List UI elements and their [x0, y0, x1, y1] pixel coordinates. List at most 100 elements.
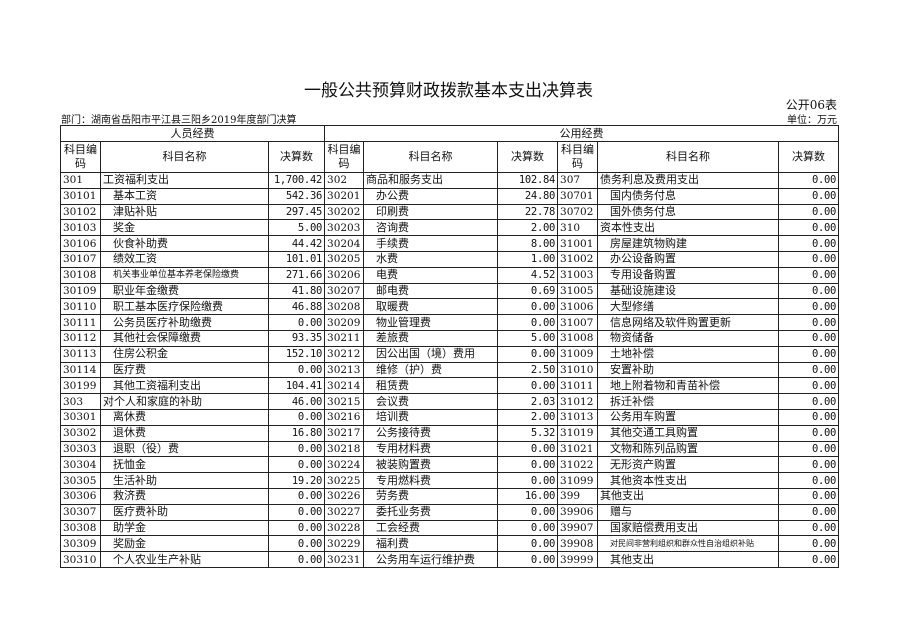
cell-amount: 0.00	[778, 187, 840, 205]
page-title: 一般公共预算财政拨款基本支出决算表	[304, 81, 593, 101]
group-public: 公用经费	[324, 125, 840, 142]
cell-code: 30702	[557, 203, 599, 221]
cell-name: 印刷费	[363, 203, 499, 221]
cell-code: 30211	[324, 329, 365, 347]
cell-code: 30209	[324, 314, 365, 331]
cell-name: 咨询费	[363, 219, 499, 237]
cell-name: 奖励金	[100, 535, 269, 553]
cell-name: 离休费	[100, 408, 269, 426]
cell-code: 30205	[324, 250, 365, 268]
cell-amount: 0.00	[497, 314, 559, 331]
cell-amount: 542.36	[267, 187, 326, 205]
table-row: 30109 职业年金缴费 41.80 30207 邮电费 0.69 31005 基础设施建设 0…	[60, 282, 840, 300]
cell-name: 电费	[363, 266, 499, 284]
cell-amount: 0.00	[778, 377, 840, 395]
table-row: 30107 绩效工资 101.01 30205 水费 1.00 31002 办公设备购置 0.0…	[60, 250, 840, 268]
cell-amount: 0.00	[267, 440, 326, 458]
header-name: 科目名称	[597, 141, 780, 173]
cell-code: 399	[557, 487, 599, 505]
cell-name: 医疗费补助	[100, 503, 269, 521]
table-row: 30308 助学金 0.00 30228 工会经费 0.00 39907 国家赔偿费用支出 0.…	[60, 519, 840, 537]
cell-name: 奖金	[100, 219, 269, 237]
cell-name: 租赁费	[363, 377, 499, 395]
table-row: 30306 救济费 0.00 30226 劳务费 16.00 399 其他支出 0.00	[60, 487, 840, 505]
cell-name: 办公费	[363, 187, 499, 205]
cell-amount: 101.01	[267, 250, 326, 268]
cell-code: 31012	[557, 393, 599, 410]
cell-amount: 152.10	[267, 345, 326, 363]
cell-amount: 0.00	[778, 329, 840, 347]
cell-amount: 0.00	[778, 519, 840, 537]
cell-name: 办公设备购置	[597, 250, 780, 268]
cell-name: 福利费	[363, 535, 499, 553]
cell-name: 对个人和家庭的补助	[100, 393, 269, 410]
cell-code: 307	[557, 172, 599, 189]
cell-code: 30113	[60, 345, 101, 363]
cell-amount: 0.00	[267, 551, 326, 568]
table-row: 30103 奖金 5.00 30203 咨询费 2.00 310 资本性支出 0.00	[60, 219, 840, 237]
cell-amount: 8.00	[497, 235, 559, 252]
cell-name: 生活补助	[100, 472, 269, 489]
cell-name: 公务用车购置	[597, 408, 780, 426]
cell-code: 30216	[324, 408, 365, 426]
cell-name: 邮电费	[363, 282, 499, 300]
cell-code: 30301	[60, 408, 101, 426]
cell-name: 公务接待费	[363, 424, 499, 442]
unit-label: 单位：万元	[787, 115, 837, 126]
header-code: 科目编码	[557, 141, 599, 173]
cell-amount: 2.50	[497, 361, 559, 379]
cell-name: 赠与	[597, 503, 780, 521]
cell-code: 30108	[60, 266, 101, 284]
cell-code: 30103	[60, 219, 101, 237]
cell-amount: 104.41	[267, 377, 326, 395]
cell-name: 水费	[363, 250, 499, 268]
cell-code: 31010	[557, 361, 599, 379]
cell-code: 310	[557, 219, 599, 237]
cell-code: 31002	[557, 250, 599, 268]
cell-name: 职工基本医疗保险缴费	[100, 298, 269, 316]
cell-name: 助学金	[100, 519, 269, 537]
cell-amount: 0.00	[267, 314, 326, 331]
cell-code: 30302	[60, 424, 101, 442]
cell-name: 伙食补助费	[100, 235, 269, 252]
cell-amount: 0.00	[778, 172, 840, 189]
cell-amount: 16.00	[497, 487, 559, 505]
cell-code: 31022	[557, 456, 599, 474]
cell-code: 39906	[557, 503, 599, 521]
table-row: 30304 抚恤金 0.00 30224 被装购置费 0.00 31022 无形资产购置 0.0…	[60, 456, 840, 474]
cell-name: 抚恤金	[100, 456, 269, 474]
cell-amount: 0.00	[778, 282, 840, 300]
cell-code: 30309	[60, 535, 101, 553]
cell-amount: 4.52	[497, 266, 559, 284]
cell-amount: 0.00	[778, 314, 840, 331]
cell-code: 30304	[60, 456, 101, 474]
cell-amount: 93.35	[267, 329, 326, 347]
table-row: 30110 职工基本医疗保险缴费 46.88 30208 取暖费 0.00 31006 大型修…	[60, 298, 840, 316]
cell-code: 30112	[60, 329, 101, 347]
cell-code: 30229	[324, 535, 365, 553]
table-row: 30113 住房公积金 152.10 30212 因公出国（境）费用 0.00 31009 土…	[60, 345, 840, 363]
cell-amount: 5.00	[267, 219, 326, 237]
cell-name: 其他支出	[597, 487, 780, 505]
cell-name: 其他交通工具购置	[597, 424, 780, 442]
cell-code: 30114	[60, 361, 101, 379]
cell-name: 安置补助	[597, 361, 780, 379]
cell-name: 个人农业生产补贴	[100, 551, 269, 568]
cell-code: 30303	[60, 440, 101, 458]
cell-amount: 0.00	[497, 503, 559, 521]
cell-amount: 0.00	[778, 203, 840, 221]
cell-amount: 297.45	[267, 203, 326, 221]
cell-name: 退职（役）费	[100, 440, 269, 458]
group-header-row: 人员经费 公用经费	[59, 125, 840, 142]
table-row: 301 工资福利支出 1,700.42 302 商品和服务支出 102.84 307 债务利息…	[60, 172, 840, 189]
cell-code: 30204	[324, 235, 365, 252]
cell-code: 31009	[557, 345, 599, 363]
table-row: 30108 机关事业单位基本养老保险缴费 271.66 30206 电费 4.52 3100…	[60, 266, 840, 284]
cell-name: 地上附着物和青苗补偿	[597, 377, 780, 395]
cell-amount: 1,700.42	[267, 172, 326, 189]
column-header-row: 科目编码 科目名称 决算数 科目编码 科目名称 决算数 科目编码 科目名称 决算…	[60, 141, 840, 173]
cell-name: 取暖费	[363, 298, 499, 316]
cell-name: 医疗费	[100, 361, 269, 379]
cell-code: 30203	[324, 219, 365, 237]
cell-code: 30206	[324, 266, 365, 284]
